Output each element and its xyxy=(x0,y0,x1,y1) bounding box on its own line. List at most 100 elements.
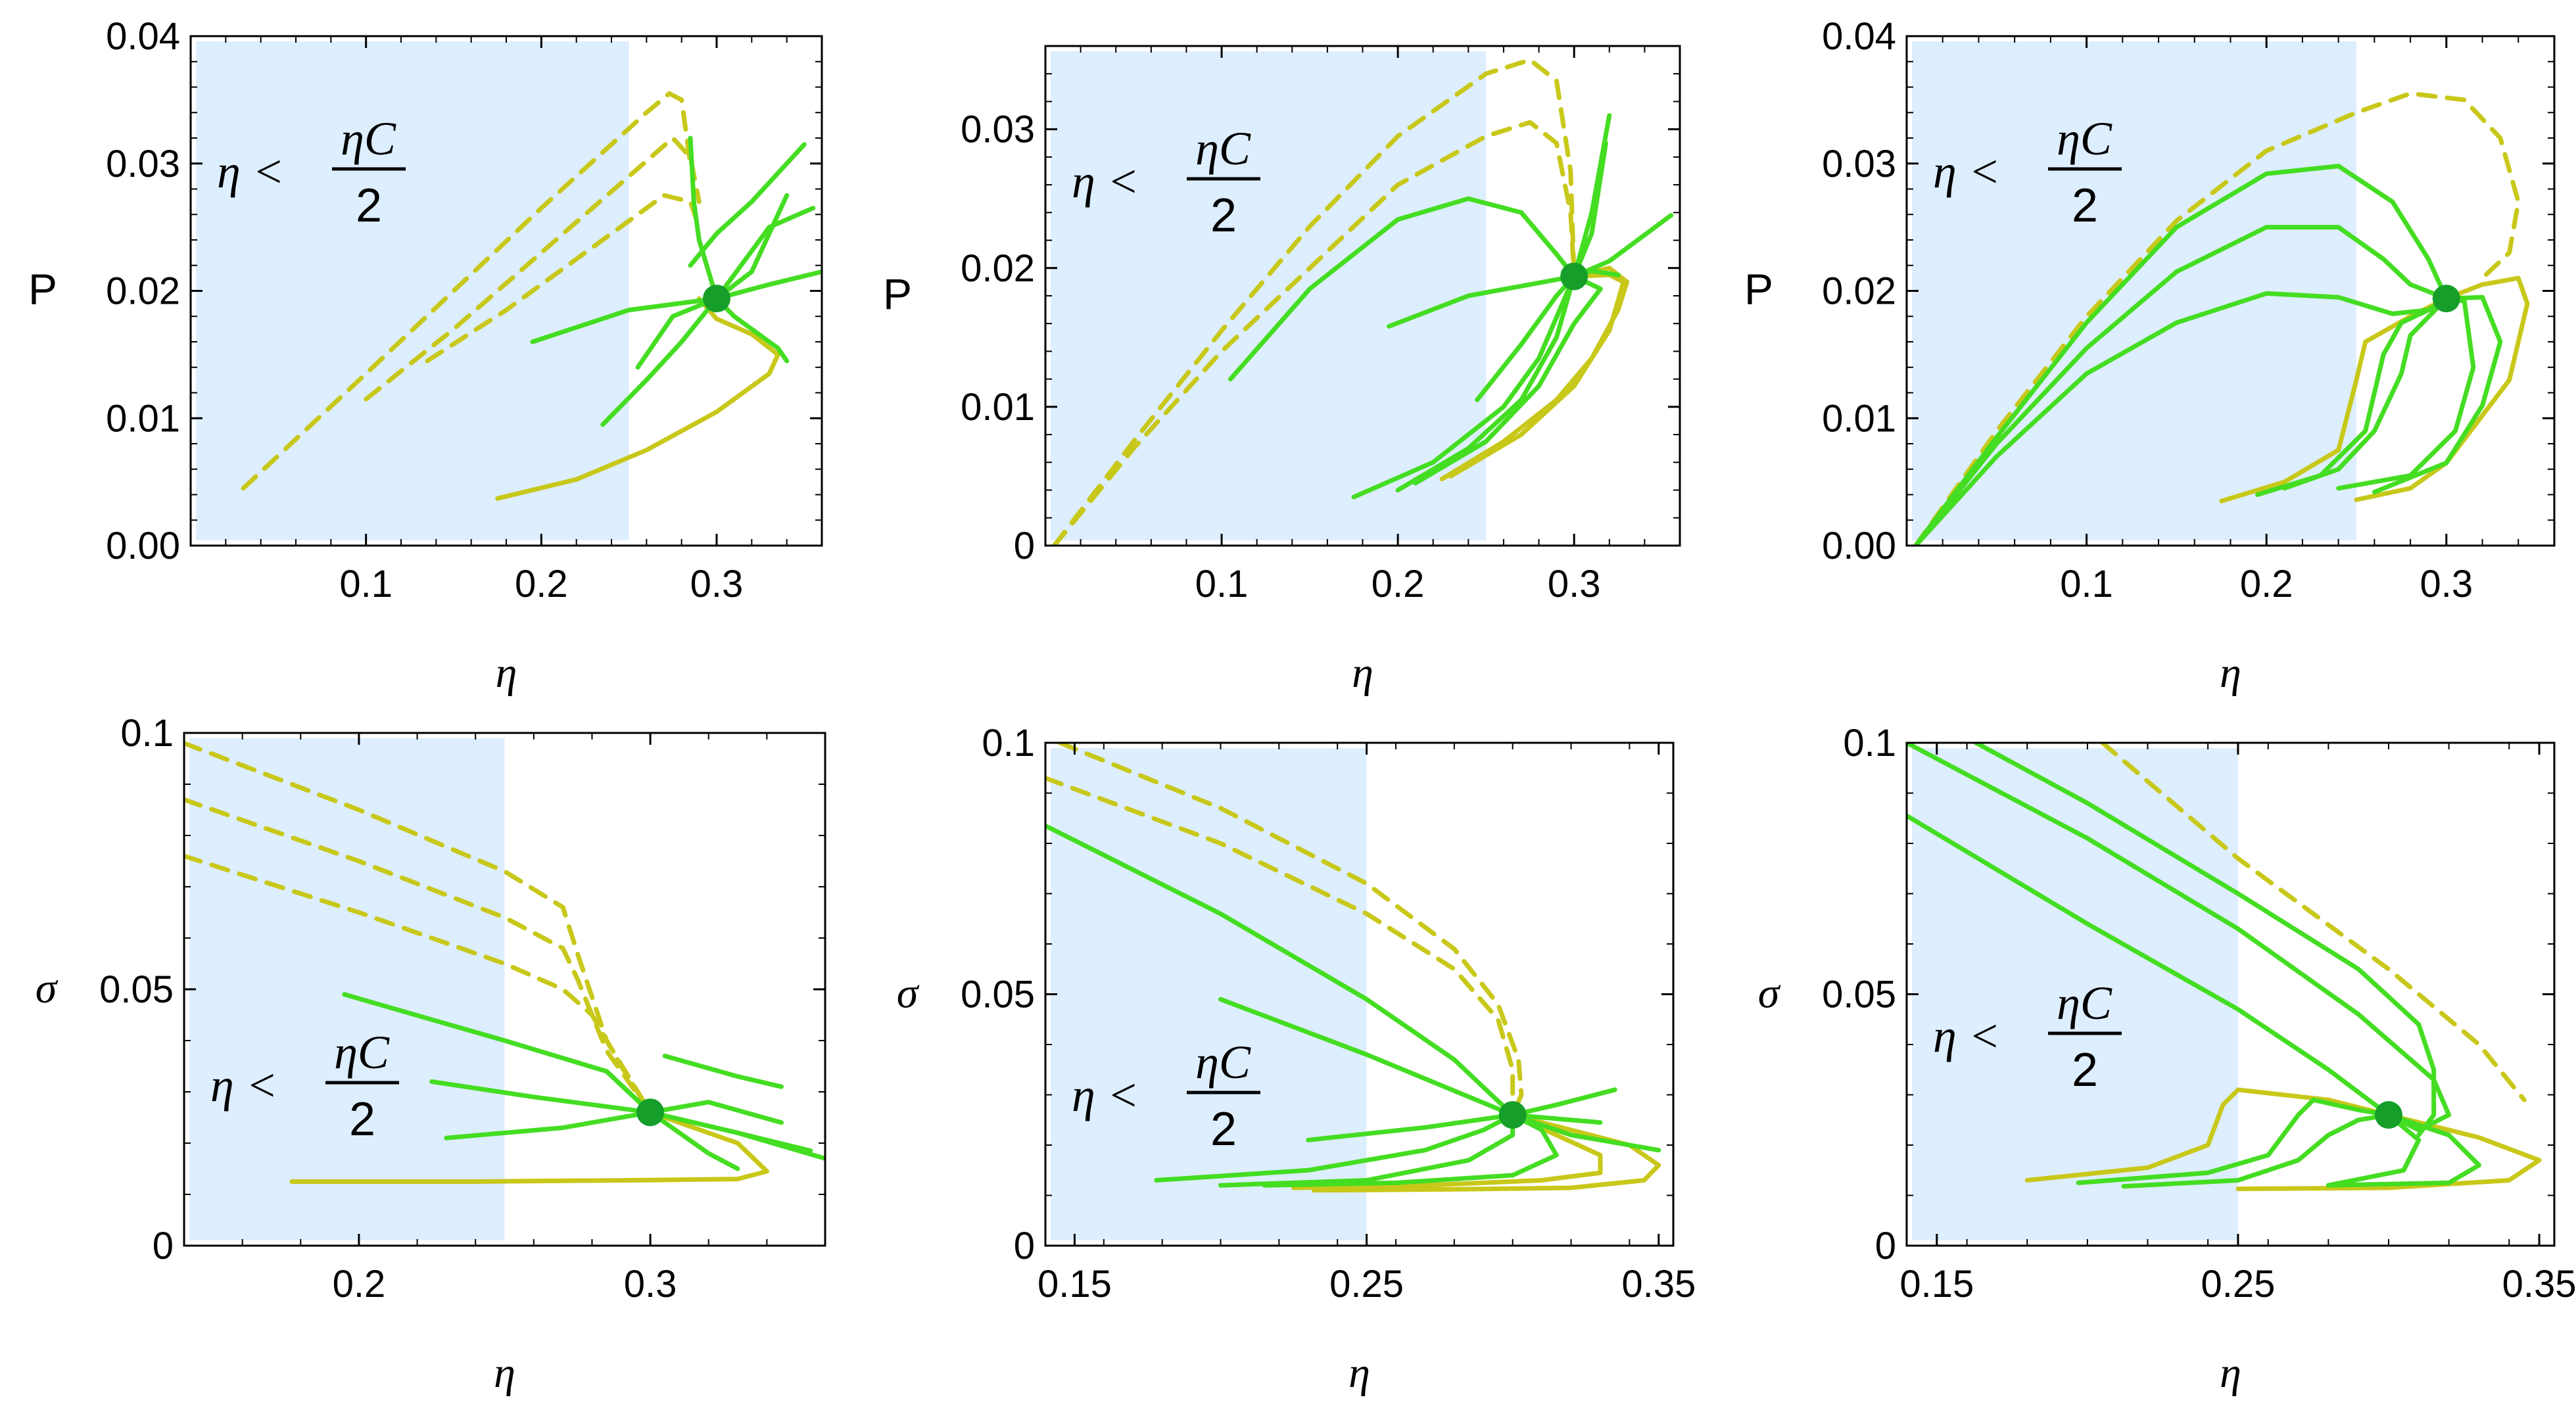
x-tick-label: 0.1 xyxy=(339,563,393,605)
annotation-numerator: ηC xyxy=(334,1026,390,1079)
condition-annotation: η < ηC 2 xyxy=(210,1026,399,1146)
annotation-lhs: η < xyxy=(1072,155,1139,208)
fixed-point-marker xyxy=(636,1098,665,1127)
y-tick-label: 0.1 xyxy=(1843,722,1896,764)
y-axis-label: P xyxy=(28,265,57,314)
series-0-dashed-yellow-line xyxy=(1913,91,2521,546)
shaded-region xyxy=(196,41,629,540)
annotation-numerator: ηC xyxy=(1195,122,1251,175)
y-tick-label: 0.02 xyxy=(1822,270,1896,313)
x-tick-label: 0.2 xyxy=(2240,563,2293,605)
series-4-green-line xyxy=(1228,196,1577,382)
x-axis-label: η xyxy=(1348,1349,1370,1397)
fixed-point-marker xyxy=(2432,285,2460,313)
series-2-dashed-yellow-line xyxy=(184,853,653,1115)
series-3-green-line xyxy=(1913,225,2449,546)
series-1-dashed-yellow-line xyxy=(1051,120,1577,546)
series-0-dashed-yellow-line xyxy=(1057,743,1524,1117)
x-tick-label: 0.1 xyxy=(1195,563,1249,605)
x-tick-label: 0.3 xyxy=(1548,563,1601,605)
chart-panel-top-left: 0.1 0.2 0.3 0.00 0.01 0.02 0.03 0.04 η Pη < ηC 2 xyxy=(28,15,823,697)
condition-annotation: η < ηC 2 xyxy=(217,112,406,232)
y-tick-label: 0 xyxy=(153,1225,174,1267)
y-tick-label: 0 xyxy=(1014,525,1035,567)
annotation-denominator: 2 xyxy=(1210,189,1237,242)
y-tick-label: 0.03 xyxy=(106,143,180,185)
chart-panel-top-right: 0.1 0.2 0.3 0.00 0.01 0.02 0.03 0.04 η Pη < ηC 2 xyxy=(1744,15,2556,697)
x-tick-label: 0.25 xyxy=(2201,1263,2276,1305)
series-6-green-line xyxy=(1306,1112,1603,1142)
annotation-lhs: η < xyxy=(210,1059,277,1112)
annotation-numerator: ηC xyxy=(2057,112,2112,165)
chart-panel-bottom-right: 0.15 0.25 0.35 0 0.05 0.1 η σ η < ηC 2 xyxy=(1758,722,2576,1397)
annotation-denominator: 2 xyxy=(1210,1103,1237,1156)
series-4-green-line xyxy=(1973,743,2437,1138)
annotation-denominator: 2 xyxy=(356,179,382,232)
series-5-green-line xyxy=(2076,1097,2481,1188)
series-2-yellow-line xyxy=(1312,1112,1661,1193)
annotation-numerator: ηC xyxy=(341,112,396,165)
condition-annotation: η < ηC 2 xyxy=(1933,977,2122,1096)
series-4-green-line xyxy=(1045,823,1661,1153)
y-tick-label: 0.01 xyxy=(106,397,180,440)
y-tick-label: 0.05 xyxy=(961,974,1035,1016)
x-tick-label: 0.3 xyxy=(624,1263,677,1305)
chart-panel-bottom-left: 0.2 0.3 0 0.05 0.1 η σ η < ηC 2 xyxy=(36,712,826,1397)
series-7-green-line xyxy=(1154,1112,1515,1183)
y-tick-label: 0.05 xyxy=(1822,974,1896,1016)
series-0-dashed-yellow-line xyxy=(241,91,693,491)
y-tick-label: 0.00 xyxy=(1822,525,1896,567)
x-tick-label: 0.35 xyxy=(1621,1263,1696,1305)
series-8-green-line xyxy=(604,1069,784,1125)
x-axis-label: η xyxy=(1352,649,1373,697)
annotation-denominator: 2 xyxy=(2072,179,2098,232)
series-5-green-line xyxy=(688,142,807,268)
y-axis-label: σ xyxy=(36,964,59,1012)
series-5-green-line xyxy=(662,1053,784,1089)
y-tick-label: 0 xyxy=(1875,1225,1896,1267)
shaded-region xyxy=(189,738,505,1240)
series-3-yellow-line xyxy=(495,296,780,501)
series-2-green-line xyxy=(1913,291,2449,546)
condition-annotation: η < ηC 2 xyxy=(1072,1036,1260,1156)
x-tick-label: 0.3 xyxy=(690,563,744,605)
y-tick-label: 0.1 xyxy=(982,722,1035,764)
annotation-lhs: η < xyxy=(217,145,284,198)
x-tick-label: 0.3 xyxy=(2420,563,2473,605)
y-axis-label: σ xyxy=(897,970,920,1018)
x-tick-label: 0.2 xyxy=(1371,563,1425,605)
annotation-lhs: η < xyxy=(1933,145,2000,198)
series-3-yellow-line xyxy=(1439,266,1630,482)
x-tick-label: 0.2 xyxy=(333,1263,386,1305)
y-tick-label: 0.03 xyxy=(1822,143,1896,185)
shaded-region xyxy=(1051,51,1487,540)
fixed-point-marker xyxy=(703,285,730,313)
x-axis-label: η xyxy=(2220,1349,2241,1397)
series-group xyxy=(241,91,822,501)
y-tick-label: 0.01 xyxy=(1822,397,1896,440)
series-2-dashed-yellow-line xyxy=(425,193,702,364)
x-axis-label: η xyxy=(2220,649,2241,697)
chart-panel-top-middle: 0.1 0.2 0.3 0 0.01 0.02 0.03 η Pη < ηC 2 xyxy=(883,45,1681,697)
series-9-green-line xyxy=(1262,1112,1559,1188)
annotation-numerator: ηC xyxy=(1195,1036,1251,1089)
x-tick-label: 0.35 xyxy=(2502,1263,2576,1305)
series-group xyxy=(1913,91,2530,546)
series-1-yellow-line xyxy=(2024,1087,2542,1192)
y-tick-label: 0 xyxy=(1014,1225,1035,1267)
x-axis-label: η xyxy=(496,649,517,697)
fixed-point-marker xyxy=(1560,262,1588,291)
series-6-green-line xyxy=(1351,113,1612,500)
series-1-dashed-yellow-line xyxy=(184,797,653,1115)
y-tick-label: 0.04 xyxy=(1822,15,1896,58)
x-tick-label: 0.25 xyxy=(1329,1263,1404,1305)
x-axis-label: η xyxy=(494,1349,515,1397)
chart-panel-bottom-middle: 0.15 0.25 0.35 0 0.05 0.1 η σ η < ηC 2 xyxy=(897,722,1696,1397)
x-tick-label: 0.15 xyxy=(1038,1263,1112,1305)
series-3-yellow-line xyxy=(1291,1112,1603,1190)
annotation-lhs: η < xyxy=(1933,1010,2000,1062)
series-1-dashed-yellow-line xyxy=(1045,776,1515,1117)
annotation-numerator: ηC xyxy=(2057,977,2112,1029)
series-7-green-line xyxy=(600,206,816,427)
